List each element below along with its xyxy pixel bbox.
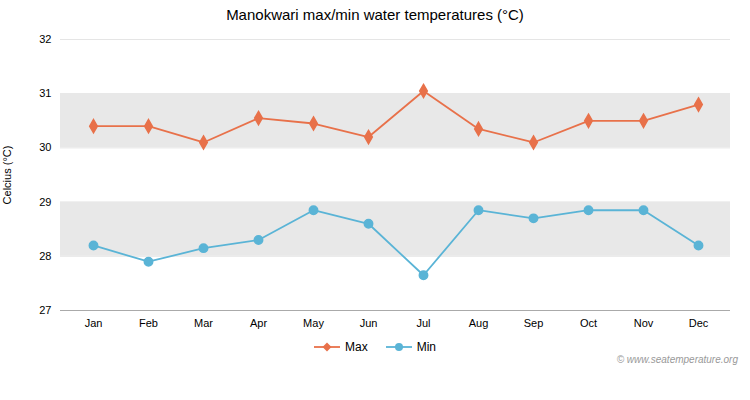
svg-text:27: 27 [39, 304, 51, 316]
svg-text:31: 31 [39, 87, 51, 99]
svg-text:Jan: Jan [85, 317, 103, 329]
svg-text:Mar: Mar [194, 317, 213, 329]
svg-text:Jun: Jun [360, 317, 378, 329]
html-text:Manokwari max/min water temper: Manokwari max/min water temperatures (°C… [226, 6, 524, 23]
svg-text:Dec: Dec [689, 317, 709, 329]
svg-text:30: 30 [39, 141, 51, 153]
svg-text:Apr: Apr [250, 317, 267, 329]
svg-text:Feb: Feb [139, 317, 158, 329]
svg-text:Aug: Aug [469, 317, 489, 329]
svg-text:Sep: Sep [524, 317, 544, 329]
svg-text:Nov: Nov [634, 317, 654, 329]
html-text:Max: Max [345, 340, 368, 354]
svg-text:28: 28 [39, 250, 51, 262]
html-text:© www.seatemperature.org: © www.seatemperature.org [616, 354, 738, 365]
svg-text:Jul: Jul [416, 317, 430, 329]
svg-text:29: 29 [39, 196, 51, 208]
svg-text:May: May [303, 317, 324, 329]
html-text:Min: Min [416, 340, 436, 354]
svg-text:32: 32 [39, 33, 51, 45]
svg-text:Oct: Oct [580, 317, 597, 329]
svg-text:Celcius (°C): Celcius (°C) [1, 146, 13, 205]
